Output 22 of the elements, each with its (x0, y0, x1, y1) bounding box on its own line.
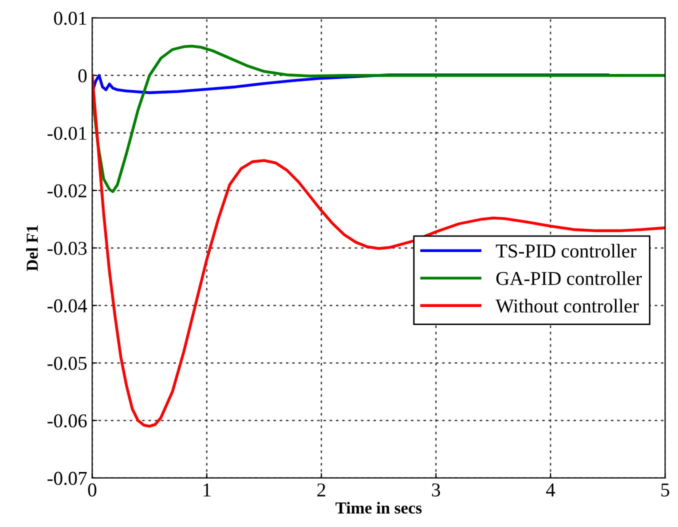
y-tick-label: 0.01 (54, 12, 86, 25)
x-tick-label: 0 (88, 483, 96, 497)
y-axis-title: Del F1 (26, 225, 38, 272)
x-tick-label: 5 (661, 484, 670, 497)
y-tick-label: -0.02 (48, 184, 86, 198)
x-tick-label: 4 (546, 484, 556, 496)
y-tick-label: -0.06 (48, 414, 87, 428)
x-tick-label: 3 (432, 483, 440, 497)
y-tick-label: -0.01 (48, 126, 86, 140)
x-tick-label: 2 (317, 483, 326, 496)
x-axis-title: Time in secs (336, 502, 422, 514)
legend-label: TS-PID controller (496, 244, 636, 258)
y-tick-label: -0.03 (48, 242, 87, 255)
y-tick-label: -0.07 (48, 472, 87, 486)
x-tick-label: 1 (204, 484, 210, 496)
legend-label: GA-PID controller (496, 271, 642, 286)
y-tick-label: -0.04 (48, 299, 88, 312)
y-tick-label: -0.05 (48, 356, 87, 370)
line-series (92, 74, 666, 428)
legend-label: Without controller (496, 298, 639, 313)
line-series (92, 44, 666, 193)
y-tick-label: 0 (78, 69, 87, 82)
